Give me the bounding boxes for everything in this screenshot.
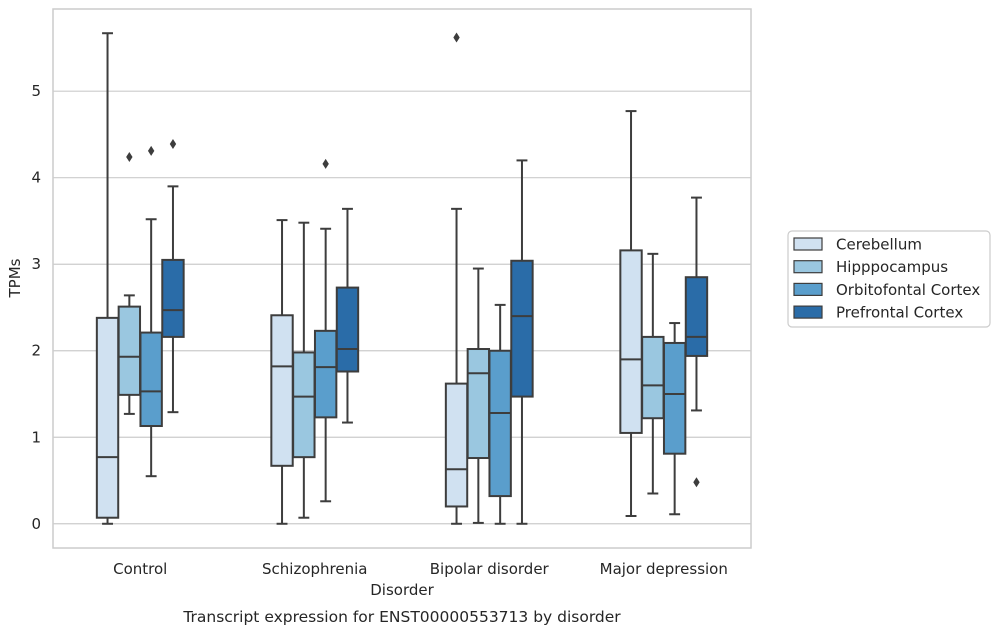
box-orbitofontal-cortex	[488, 303, 512, 525]
chart-caption: Transcript expression for ENST0000055371…	[182, 608, 621, 626]
box	[95, 316, 120, 519]
outlier-point	[126, 151, 133, 162]
legend-label: Orbitofontal Cortex	[836, 281, 980, 299]
box-prefrontal-cortex	[684, 196, 709, 488]
box-orbitofontal-cortex	[662, 322, 687, 516]
box	[117, 305, 142, 396]
box	[488, 349, 512, 498]
box-cerebellum	[95, 32, 120, 525]
box	[466, 348, 491, 460]
box-hipppocampus	[466, 267, 491, 524]
x-tick-label: Schizophrenia	[262, 560, 367, 578]
outlier-point	[147, 145, 155, 156]
legend-frame	[787, 230, 991, 328]
legend-swatch	[793, 237, 823, 251]
outlier-point	[453, 32, 460, 43]
box-orbitofontal-cortex	[313, 158, 338, 503]
box-cerebellum	[444, 32, 469, 525]
box-prefrontal-cortex	[335, 207, 360, 424]
box-cerebellum	[270, 219, 294, 525]
box	[292, 351, 316, 459]
y-tick-label: 2	[31, 342, 41, 360]
y-axis-ticks: 0 1 2 3 4 5	[31, 82, 41, 533]
x-tick-label: Control	[113, 560, 167, 578]
box	[270, 314, 294, 467]
box	[139, 331, 163, 428]
box-hipppocampus	[641, 252, 665, 495]
y-axis-label: TPMs	[6, 258, 24, 298]
y-tick-label: 5	[31, 82, 41, 100]
outlier-point	[169, 138, 177, 149]
x-tick-label: Bipolar disorder	[430, 560, 550, 578]
box	[161, 258, 185, 338]
y-tick-label: 0	[31, 515, 41, 533]
outlier-point	[322, 158, 329, 169]
gridlines	[53, 90, 751, 525]
box	[313, 329, 338, 419]
x-axis-ticks: Control Schizophrenia Bipolar disorder Majo…	[113, 560, 728, 578]
box	[444, 382, 469, 508]
box	[335, 286, 360, 373]
x-tick-label: Major depression	[600, 560, 728, 578]
outlier-point	[693, 477, 700, 488]
box-cerebellum	[619, 110, 643, 517]
box-hipppocampus	[292, 221, 316, 519]
box	[619, 249, 643, 434]
legend-swatch	[793, 282, 823, 296]
plot-frame	[52, 8, 752, 549]
box	[684, 276, 709, 357]
box-hipppocampus	[117, 151, 142, 415]
y-tick-label: 1	[31, 428, 41, 446]
box-plot-area	[95, 32, 709, 525]
legend-label: Hipppocampus	[836, 258, 948, 276]
y-tick-label: 4	[31, 169, 41, 187]
legend-label: Cerebellum	[836, 236, 922, 254]
box	[641, 335, 665, 420]
box-prefrontal-cortex	[161, 138, 185, 414]
y-tick-label: 3	[31, 255, 41, 273]
box-orbitofontal-cortex	[139, 145, 163, 478]
box	[662, 341, 687, 455]
legend-label: Prefrontal Cortex	[836, 304, 963, 322]
box	[510, 259, 534, 398]
legend-swatch	[793, 305, 823, 319]
x-axis-label: Disorder	[370, 581, 434, 599]
legend: Cerebellum Hipppocampus Orbitofontal Corte…	[787, 230, 991, 328]
legend-swatch	[793, 260, 823, 274]
box-prefrontal-cortex	[510, 159, 534, 525]
